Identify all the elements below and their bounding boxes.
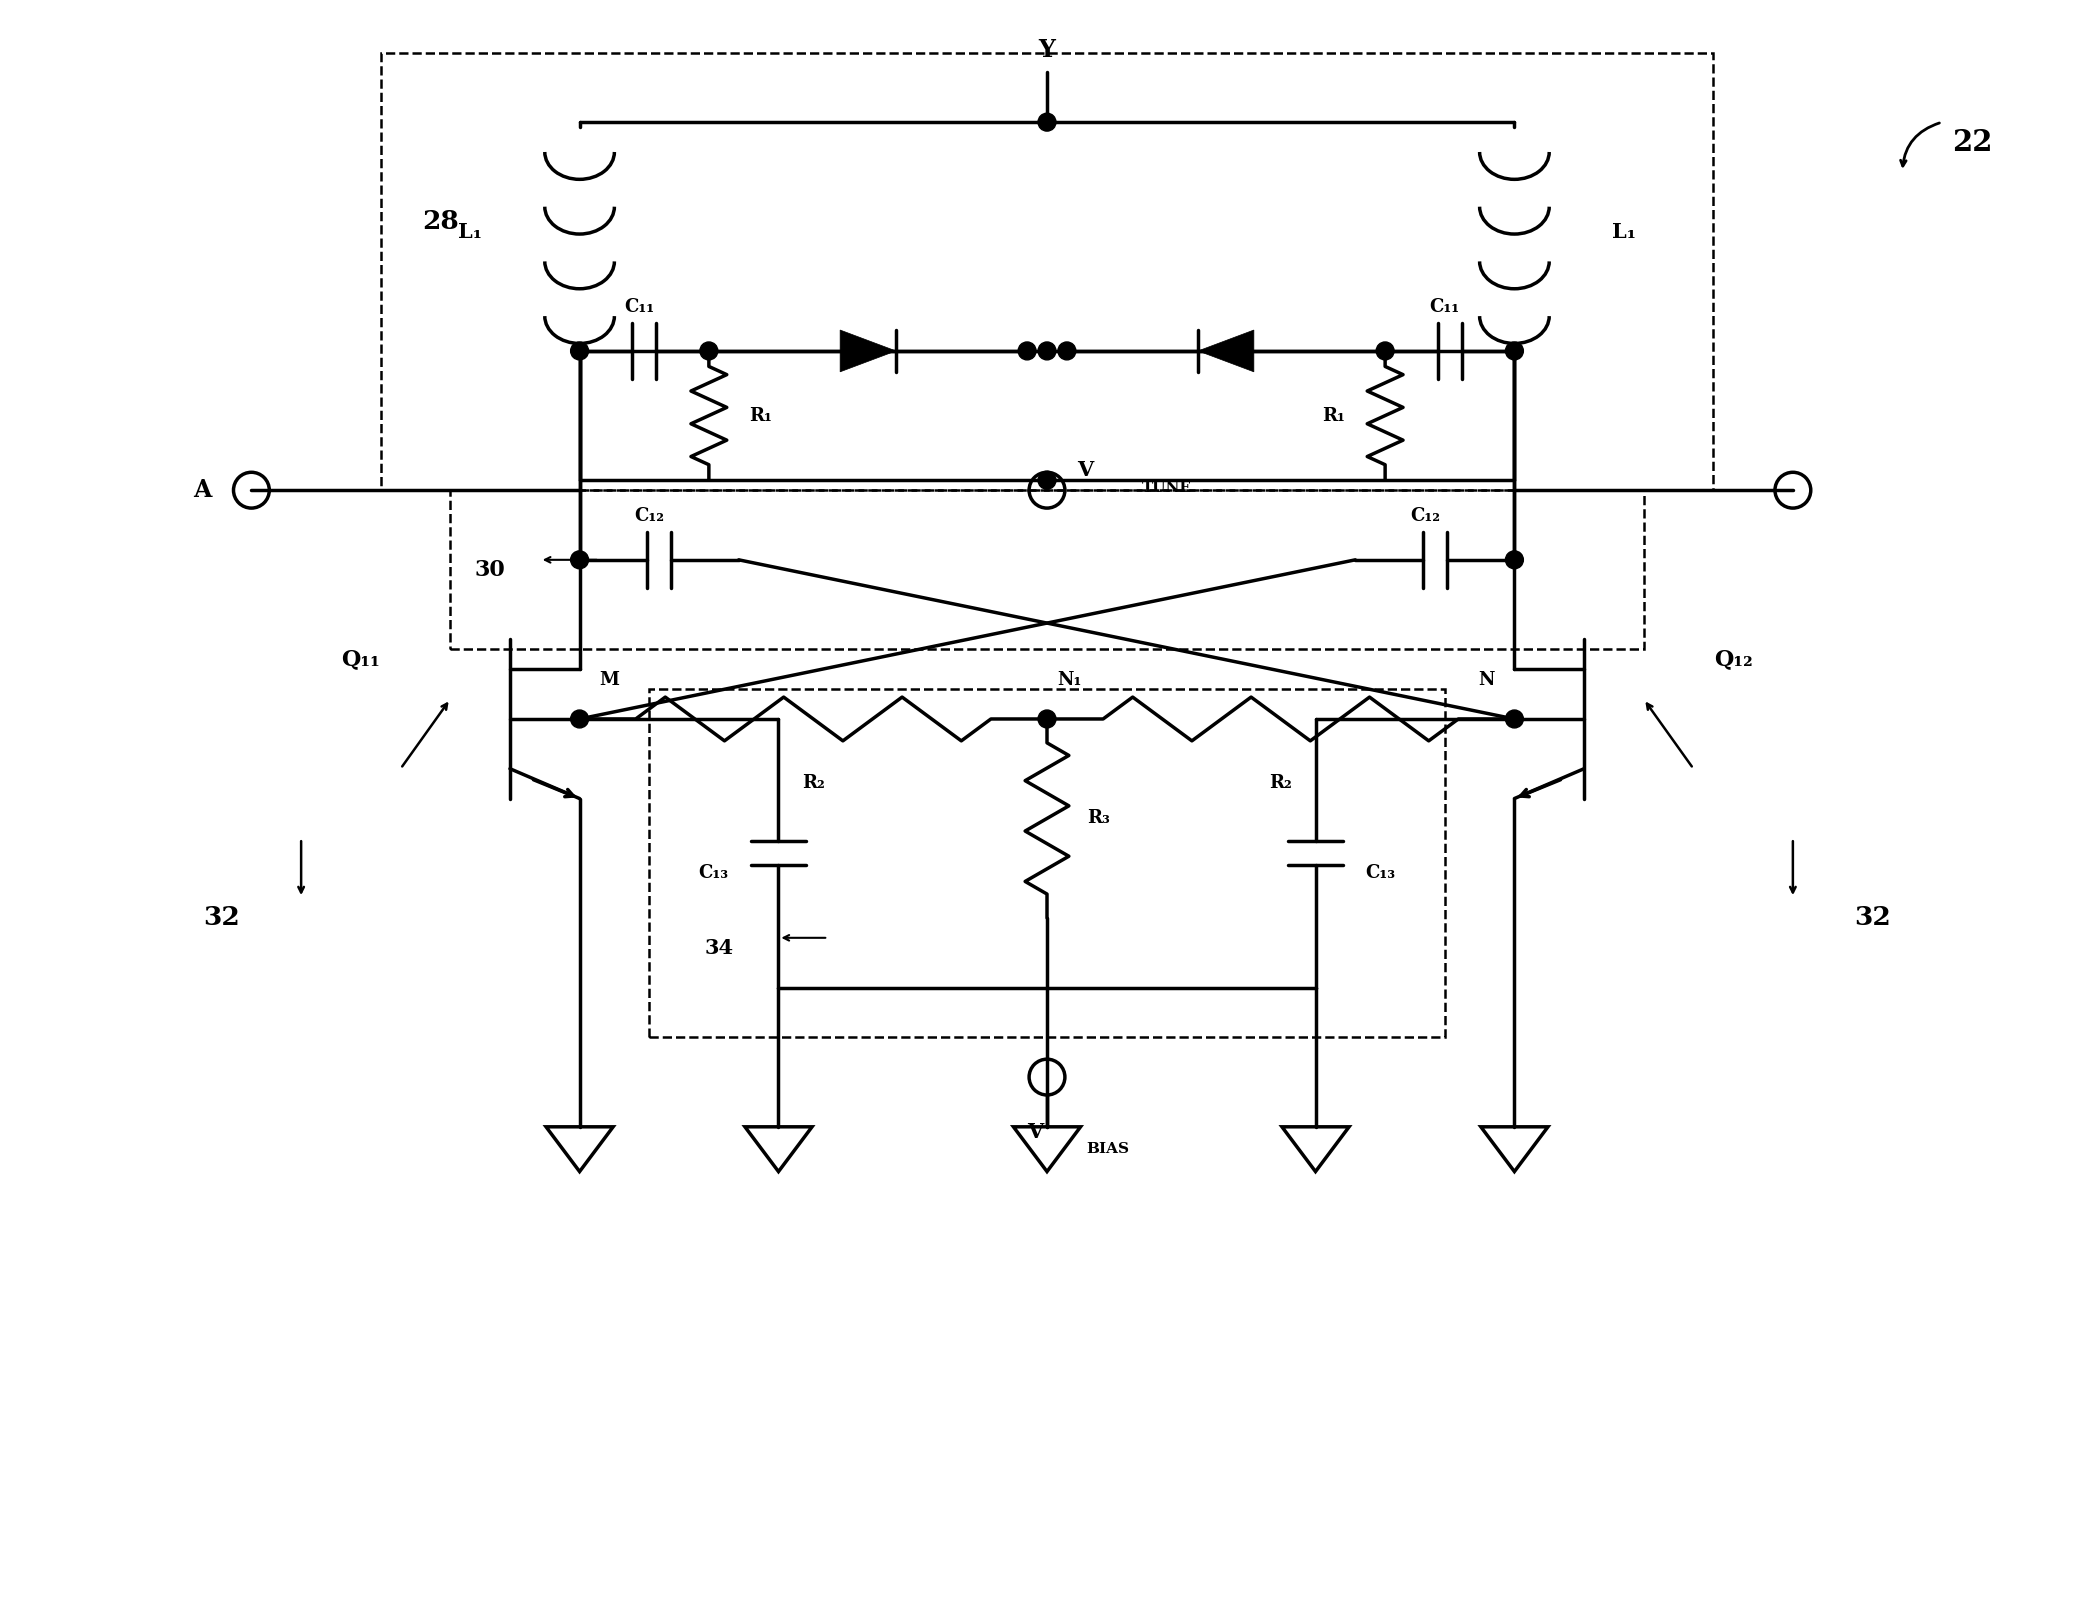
Circle shape <box>1039 710 1055 728</box>
Polygon shape <box>840 330 896 372</box>
Text: 28: 28 <box>423 209 459 234</box>
Text: N: N <box>1478 671 1495 689</box>
Text: 30: 30 <box>475 559 505 581</box>
Circle shape <box>572 551 588 569</box>
Text: R₃: R₃ <box>1087 810 1110 828</box>
Text: 32: 32 <box>1853 906 1891 930</box>
Circle shape <box>572 710 588 728</box>
Text: C₁₃: C₁₃ <box>1365 863 1395 883</box>
Circle shape <box>1039 471 1055 490</box>
Text: A: A <box>193 479 211 503</box>
Text: C₁₁: C₁₁ <box>1430 298 1460 315</box>
Circle shape <box>1506 710 1522 728</box>
Text: Q₁₂: Q₁₂ <box>1713 648 1753 671</box>
Text: 32: 32 <box>203 906 241 930</box>
Circle shape <box>699 341 718 361</box>
Text: C₁₂: C₁₂ <box>634 508 664 526</box>
Circle shape <box>1376 341 1395 361</box>
Text: Q₁₁: Q₁₁ <box>341 648 381 671</box>
Text: L₁: L₁ <box>1612 222 1635 241</box>
Bar <box>649 689 1445 1036</box>
Text: Y: Y <box>1039 39 1055 63</box>
Text: TUNE: TUNE <box>1141 482 1191 495</box>
Polygon shape <box>1198 330 1254 372</box>
Circle shape <box>1057 341 1076 361</box>
Text: L₁: L₁ <box>459 222 482 241</box>
Text: R₂: R₂ <box>802 773 825 792</box>
Text: R₁: R₁ <box>1323 406 1344 425</box>
Text: R₂: R₂ <box>1269 773 1292 792</box>
Circle shape <box>1506 551 1522 569</box>
Text: C₁₁: C₁₁ <box>624 298 653 315</box>
Text: M: M <box>599 671 620 689</box>
Text: V: V <box>1028 1122 1043 1142</box>
Bar <box>450 490 1644 650</box>
Bar <box>381 52 1713 490</box>
Circle shape <box>1039 113 1055 131</box>
Circle shape <box>1018 341 1037 361</box>
Text: BIAS: BIAS <box>1087 1142 1131 1156</box>
Text: V: V <box>1076 461 1093 480</box>
Text: C₁₂: C₁₂ <box>1409 508 1441 526</box>
Text: C₁₃: C₁₃ <box>699 863 729 883</box>
Text: R₁: R₁ <box>750 406 771 425</box>
Circle shape <box>1039 341 1055 361</box>
Circle shape <box>1506 341 1522 361</box>
Text: 22: 22 <box>1952 128 1993 157</box>
Circle shape <box>572 341 588 361</box>
Text: N₁: N₁ <box>1057 671 1081 689</box>
Text: 34: 34 <box>704 938 733 957</box>
